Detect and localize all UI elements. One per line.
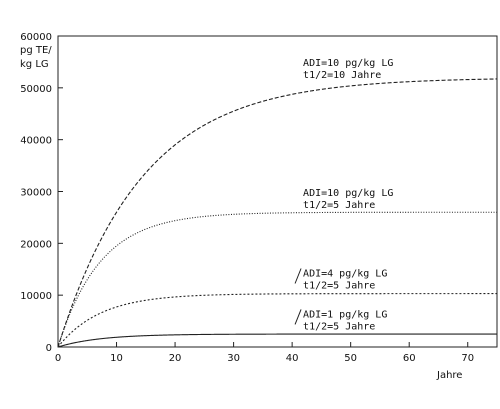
- series-line: [57, 211, 497, 348]
- y-tick-label: 10000: [20, 291, 52, 302]
- leader-line: [294, 309, 302, 325]
- leader-line: [294, 268, 302, 284]
- x-tick-label: 60: [403, 353, 416, 364]
- y-tick-label: 40000: [20, 136, 52, 147]
- y-tick-label: 0: [46, 343, 52, 354]
- series-label: ADI=10 pg/kg LG: [303, 58, 393, 69]
- y-tick-label: 50000: [20, 84, 52, 95]
- series-line: [57, 333, 497, 348]
- x-tick-label: 40: [286, 353, 299, 364]
- series-curves: [57, 78, 498, 348]
- x-tick-label: 0: [55, 353, 61, 364]
- series-line: [57, 293, 497, 348]
- series-label: ADI=1 pg/kg LG: [303, 309, 387, 320]
- x-tick-label: 10: [110, 353, 123, 364]
- series-label: t1/2=5 Jahre: [303, 200, 375, 211]
- series-label: t1/2=10 Jahre: [303, 70, 381, 81]
- x-tick-label: 50: [344, 353, 357, 364]
- series-label: t1/2=5 Jahre: [303, 281, 375, 292]
- series-label: ADI=4 pg/kg LG: [303, 269, 387, 280]
- y-tick-label: 60000: [20, 32, 52, 43]
- y-tick-label: 20000: [20, 239, 52, 250]
- series-line: [57, 78, 498, 348]
- axis-ticks: 0 10000 20000 30000 40000 50000 60000 0 10 20 30 40…: [20, 32, 474, 364]
- plot-frame: [57, 35, 498, 348]
- y-axis-label-line-1: pg TE/: [20, 45, 52, 56]
- series-label: ADI=10 pg/kg LG: [303, 188, 393, 199]
- x-tick-label: 30: [227, 353, 240, 364]
- series-label: t1/2=5 Jahre: [303, 321, 375, 332]
- x-axis-label: Jahre: [436, 370, 462, 381]
- y-tick-label: 30000: [20, 188, 52, 199]
- x-tick-label: 20: [169, 353, 182, 364]
- y-axis-label-line-2: kg LG: [20, 59, 49, 70]
- x-tick-label: 70: [461, 353, 474, 364]
